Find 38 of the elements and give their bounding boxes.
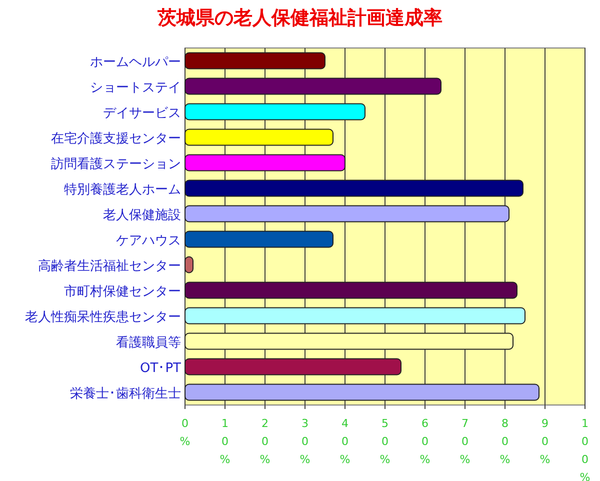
x-tick-label: 100% bbox=[580, 417, 590, 481]
bar bbox=[184, 384, 540, 401]
y-tick-label: デイサービス bbox=[103, 106, 181, 121]
x-tick-label: 80% bbox=[500, 417, 510, 466]
chart-title: 茨城県の老人保健福祉計画達成率 bbox=[156, 7, 442, 29]
x-tick-label: 50% bbox=[380, 417, 390, 466]
bar bbox=[184, 103, 366, 120]
bar bbox=[184, 128, 334, 146]
y-tick-label: 特別養護老人ホーム bbox=[64, 182, 181, 198]
bar bbox=[184, 230, 334, 248]
y-tick-label: 市町村保健センター bbox=[64, 284, 181, 300]
x-tick-label: 60% bbox=[420, 417, 430, 466]
bar bbox=[184, 205, 510, 222]
bar bbox=[184, 358, 402, 376]
bar bbox=[184, 52, 326, 70]
y-tick-label: 栄養士･歯科衛生士 bbox=[70, 386, 181, 402]
x-tick-label: 0% bbox=[180, 417, 190, 448]
bar bbox=[184, 307, 526, 324]
y-tick-label: ホームヘルパー bbox=[90, 54, 181, 70]
bar bbox=[184, 154, 346, 172]
y-tick-label: OT･PT bbox=[140, 360, 182, 376]
y-tick-label: 老人性痴呆性疾患センター bbox=[25, 310, 181, 325]
x-tick-label: 30% bbox=[300, 417, 310, 466]
x-tick-label: 90% bbox=[540, 417, 550, 466]
x-tick-label: 40% bbox=[340, 417, 350, 466]
bar bbox=[184, 282, 518, 299]
x-tick-label: 10% bbox=[220, 417, 230, 466]
y-tick-label: ケアハウス bbox=[116, 233, 181, 248]
x-tick-label: 20% bbox=[260, 417, 270, 466]
y-tick-label: 訪問看護ステーション bbox=[51, 156, 181, 172]
y-tick-label: 高齢者生活福祉センター bbox=[38, 258, 181, 274]
y-tick-label: 在宅介護支援センター bbox=[51, 130, 181, 146]
bar bbox=[184, 78, 442, 95]
bar bbox=[184, 180, 524, 197]
y-tick-label: 看護職員等 bbox=[116, 335, 181, 350]
y-tick-label: 老人保健施設 bbox=[103, 208, 181, 223]
x-tick-label: 70% bbox=[460, 417, 470, 466]
y-tick-label: ショートステイ bbox=[90, 80, 181, 96]
